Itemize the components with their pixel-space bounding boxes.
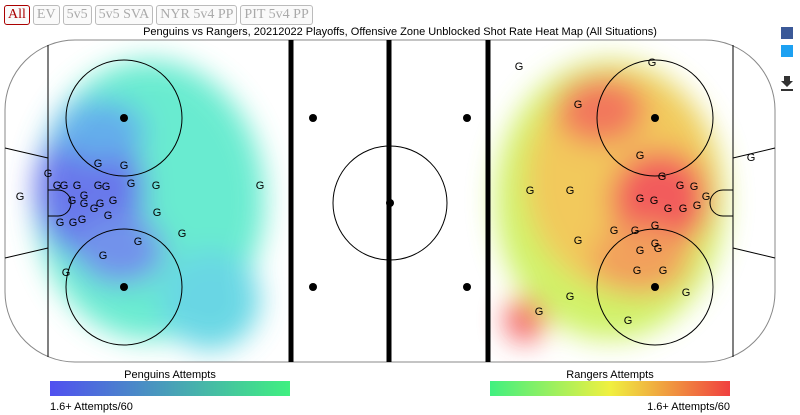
goal-marker: G [633,265,642,277]
goal-marker: G [53,180,62,192]
goal-marker: G [68,195,77,207]
legend-bar [50,381,290,396]
tab[interactable]: NYR 5v4 PP [156,5,238,25]
goal-marker: G [127,178,136,190]
goal-marker: G [515,61,524,73]
goal-marker: G [659,265,668,277]
goal-marker: G [535,306,544,318]
goal-marker: G [682,287,691,299]
goal-marker: G [636,245,645,257]
goal-marker: G [94,180,103,192]
goal-marker: G [134,236,143,248]
tab-bar: All EV 5v5 5v5 SVA NYR 5v4 PP PIT 5v4 PP [4,5,313,25]
goal-marker: G [80,198,89,210]
legend-scale: 1.6+ Attempts/60 [50,401,133,413]
heat [35,60,725,350]
goal-marker: G [566,185,575,197]
goal-marker: G [690,181,699,193]
goal-marker: G [636,193,645,205]
goal-marker: G [636,150,645,162]
goal-marker: G [664,203,673,215]
legend-label: Rangers Attempts [566,369,654,381]
goal-marker: G [109,195,118,207]
goal-marker: G [120,160,129,172]
goal-marker: G [526,185,535,197]
tab[interactable]: PIT 5v4 PP [240,5,313,25]
goal-marker: G [62,267,71,279]
goal-marker: G [102,181,111,193]
tab[interactable]: 5v5 SVA [94,5,154,25]
legend-label: Penguins Attempts [124,369,216,381]
tab[interactable]: All [4,5,30,25]
title: Penguins vs Rangers, 20212022 Playoffs, … [143,26,657,38]
download-icon[interactable] [781,76,793,91]
tab[interactable]: 5v5 [62,5,92,25]
goal-marker: G [16,191,25,203]
goal-marker: G [610,225,619,237]
goal-marker: G [648,57,657,69]
goal-marker: G [96,198,105,210]
goal-marker: G [679,203,688,215]
goal-marker: G [676,180,685,192]
twitter-icon[interactable] [781,45,793,57]
goal-marker: G [702,191,711,203]
goal-marker: G [56,217,65,229]
goal-marker: G [73,180,82,192]
goal-marker: G [44,168,53,180]
goal-marker: G [574,99,583,111]
goal-marker: G [78,214,87,226]
goal-marker: G [651,220,660,232]
goal-marker: G [654,243,663,255]
legend-scale: 1.6+ Attempts/60 [647,401,730,413]
goal-marker: G [80,190,89,202]
goal-marker: G [650,195,659,207]
faceoff-dots [120,114,659,291]
tab[interactable]: EV [32,5,60,25]
goal-marker: G [94,158,103,170]
goal-marker: G [651,238,660,250]
goal-marker: G [566,291,575,303]
goal-marker: G [747,152,756,164]
goal-marker: G [658,171,667,183]
goal-marker: G [90,203,99,215]
goal-marker: G [693,200,702,212]
goal-marker: G [99,250,108,262]
goal-marker: G [631,225,640,237]
goal-marker: G [60,180,69,192]
goal-marker: G [104,210,113,222]
goal-marker: G [574,235,583,247]
goal-marker: G [152,180,161,192]
goal-marker: G [624,315,633,327]
goal-marker: G [178,228,187,240]
facebook-icon[interactable] [781,27,793,39]
legend-bar [490,381,730,396]
goal-marker: G [256,180,265,192]
goal-marker: G [153,207,162,219]
goal-marker: G [69,217,78,229]
